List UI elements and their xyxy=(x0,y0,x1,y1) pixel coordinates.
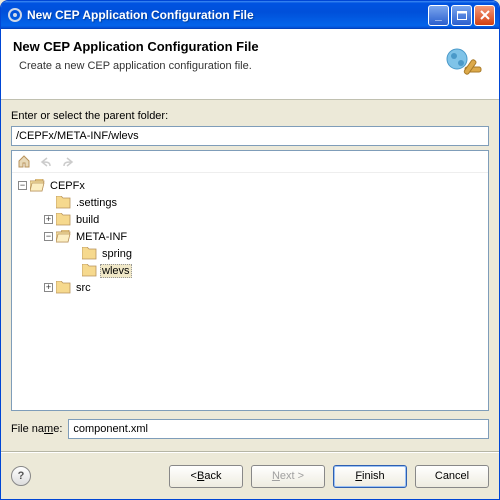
folder-tree[interactable]: − CEPFx .settings + xyxy=(12,173,488,410)
folder-icon xyxy=(56,213,71,226)
wizard-icon xyxy=(439,39,487,87)
minimize-button[interactable]: _ xyxy=(428,5,449,26)
tree-node-label: build xyxy=(74,214,101,226)
forward-arrow-icon[interactable] xyxy=(60,154,76,170)
filename-label: File name: xyxy=(11,423,62,435)
footer: ? < Back Next > Finish Cancel xyxy=(1,453,499,499)
window-title: New CEP Application Configuration File xyxy=(27,8,426,22)
tree-toolbar xyxy=(12,151,488,173)
next-button: Next > xyxy=(251,465,325,488)
home-icon[interactable] xyxy=(16,154,32,170)
app-icon xyxy=(7,7,23,23)
folder-tree-container: − CEPFx .settings + xyxy=(11,150,489,411)
tree-node[interactable]: .settings xyxy=(14,194,486,211)
tree-node[interactable]: + build xyxy=(14,211,486,228)
tree-node-label: .settings xyxy=(74,197,119,209)
expand-icon[interactable]: + xyxy=(44,283,53,292)
back-button[interactable]: < Back xyxy=(169,465,243,488)
tree-node-root[interactable]: − CEPFx xyxy=(14,177,486,194)
close-button[interactable] xyxy=(474,5,495,26)
tree-node-label: META-INF xyxy=(74,231,129,243)
filename-row: File name: xyxy=(11,419,489,439)
titlebar[interactable]: New CEP Application Configuration File _ xyxy=(1,1,499,29)
folder-open-icon xyxy=(56,230,71,243)
tree-node[interactable]: − META-INF xyxy=(14,228,486,245)
help-button[interactable]: ? xyxy=(11,466,31,486)
finish-button[interactable]: Finish xyxy=(333,465,407,488)
tree-node-selected[interactable]: wlevs xyxy=(14,262,486,279)
content-area: Enter or select the parent folder: − xyxy=(1,100,499,443)
folder-icon xyxy=(56,281,71,294)
tree-node-label: spring xyxy=(100,248,134,260)
collapse-icon[interactable]: − xyxy=(44,232,53,241)
expand-icon[interactable]: + xyxy=(44,215,53,224)
tree-node-label: CEPFx xyxy=(48,180,87,192)
dialog-window: New CEP Application Configuration File _… xyxy=(0,0,500,500)
back-arrow-icon[interactable] xyxy=(38,154,54,170)
folder-open-icon xyxy=(30,179,45,192)
tree-node-label: wlevs xyxy=(100,264,132,278)
filename-input[interactable] xyxy=(68,419,489,439)
parent-folder-input[interactable] xyxy=(11,126,489,146)
cancel-button[interactable]: Cancel xyxy=(415,465,489,488)
folder-icon xyxy=(82,247,97,260)
tree-node[interactable]: spring xyxy=(14,245,486,262)
folder-icon xyxy=(82,264,97,277)
tree-node-label: src xyxy=(74,282,93,294)
parent-folder-label: Enter or select the parent folder: xyxy=(11,110,489,122)
collapse-icon[interactable]: − xyxy=(18,181,27,190)
header-title: New CEP Application Configuration File xyxy=(13,39,439,54)
tree-node[interactable]: + src xyxy=(14,279,486,296)
maximize-button[interactable] xyxy=(451,5,472,26)
folder-icon xyxy=(56,196,71,209)
header-subtitle: Create a new CEP application configurati… xyxy=(19,60,439,72)
wizard-header: New CEP Application Configuration File C… xyxy=(1,29,499,100)
